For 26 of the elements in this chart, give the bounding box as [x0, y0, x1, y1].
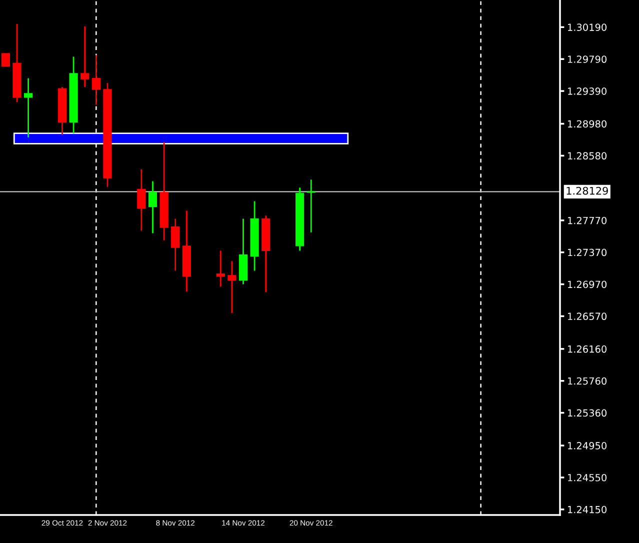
y-tick-label: 1.25760 [568, 377, 607, 385]
candlestick [216, 250, 225, 288]
y-tick-label: 1.25360 [568, 409, 607, 417]
y-tick-label: 1.27770 [568, 216, 607, 224]
y-tick-label: 1.29390 [568, 88, 607, 95]
candlestick [306, 178, 316, 234]
y-tick-label: 1.24550 [568, 474, 607, 482]
candlestick [24, 78, 33, 138]
y-tick-label: 1.24150 [568, 506, 607, 514]
y-tick-label: 1.27370 [568, 248, 607, 256]
ref-line-label: 1.28129 [566, 186, 608, 195]
candlestick [80, 26, 90, 88]
y-tick-label: 1.26970 [568, 280, 607, 288]
y-tick-label: 1.29790 [568, 56, 607, 63]
candlestick [148, 180, 158, 234]
y-tick-label: 1.26570 [568, 312, 607, 320]
y-tick-label: 1.24950 [568, 442, 607, 450]
y-tick-label: 1.30190 [568, 24, 607, 31]
y-tick-label: 1.26160 [568, 345, 607, 353]
candlestick [228, 260, 236, 314]
candlestick [137, 168, 146, 232]
candlestick [92, 54, 100, 106]
y-tick-label: 1.28980 [568, 120, 607, 128]
candlestick [1, 53, 10, 67]
candlestick [171, 218, 180, 272]
y-tick-label: 1.28580 [568, 152, 607, 160]
